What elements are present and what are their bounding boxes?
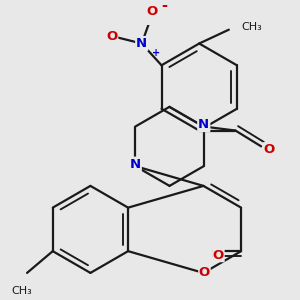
Text: O: O [213,249,224,262]
Text: N: N [198,118,209,131]
Text: CH₃: CH₃ [12,286,32,296]
Text: N: N [130,158,141,171]
Text: O: O [106,30,118,43]
Text: N: N [136,37,147,50]
Text: O: O [263,143,275,156]
Text: O: O [199,266,210,279]
Text: CH₃: CH₃ [242,22,262,32]
Text: -: - [161,0,167,14]
Text: +: + [152,48,160,59]
Text: O: O [146,5,157,18]
